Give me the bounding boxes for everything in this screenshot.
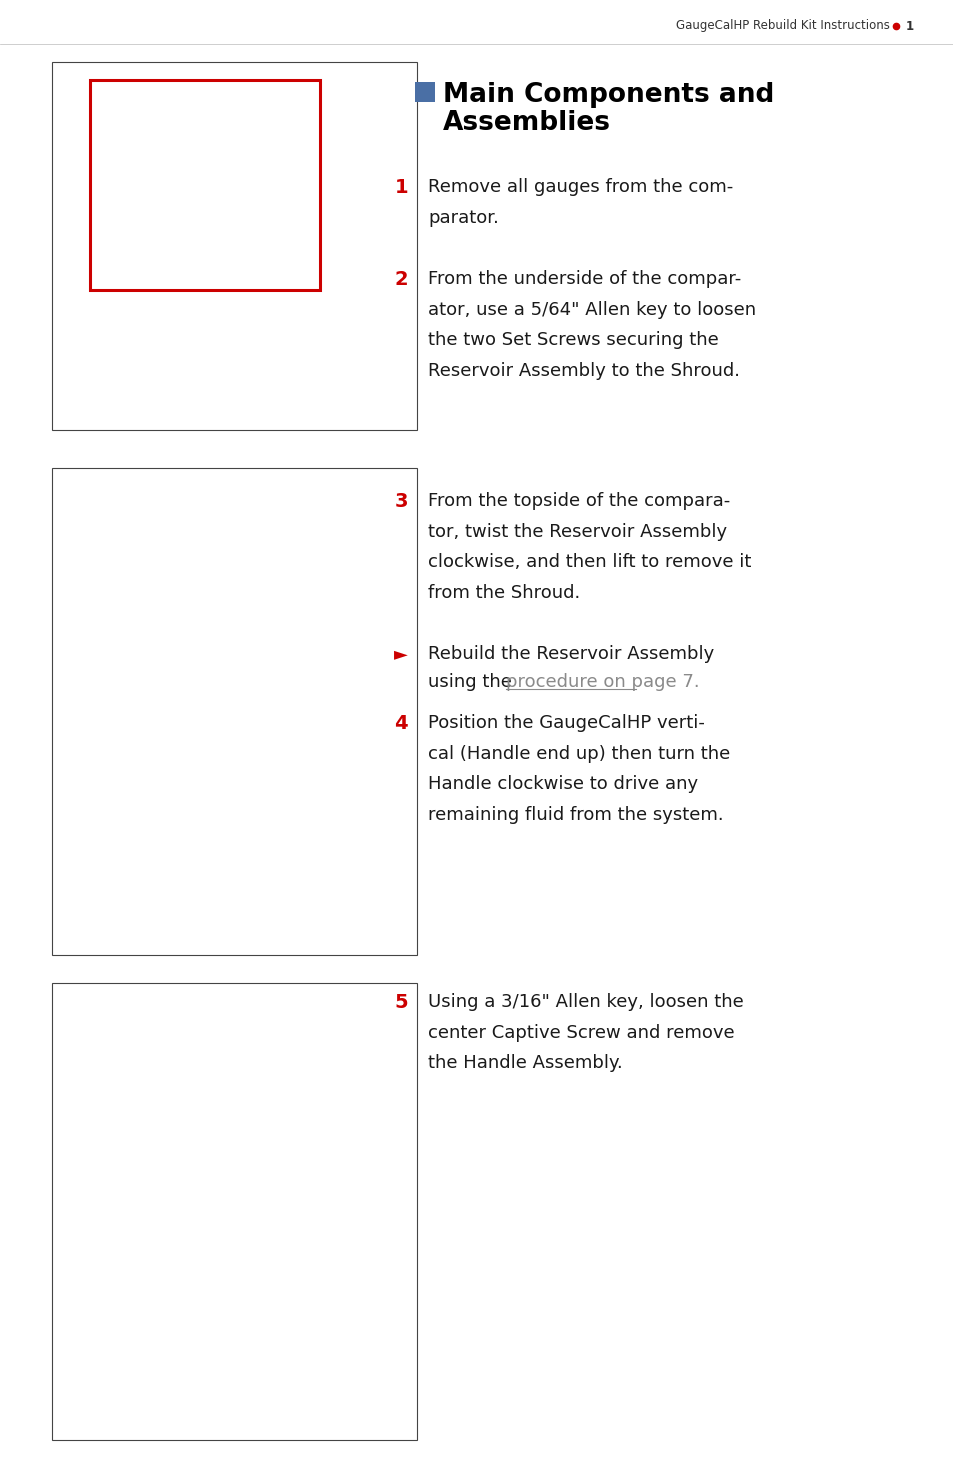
Text: 3: 3 xyxy=(395,493,408,510)
Text: 2: 2 xyxy=(394,270,408,289)
Bar xyxy=(52,62,416,431)
Text: Assemblies: Assemblies xyxy=(442,111,610,136)
Text: From the underside of the compar-
ator, use a 5/64" Allen key to loosen
the two : From the underside of the compar- ator, … xyxy=(428,270,756,379)
Text: Position the GaugeCalHP verti-
cal (Handle end up) then turn the
Handle clockwis: Position the GaugeCalHP verti- cal (Hand… xyxy=(428,714,729,825)
Text: using the: using the xyxy=(428,673,517,690)
Text: GaugeCalHP Rebuild Kit Instructions: GaugeCalHP Rebuild Kit Instructions xyxy=(676,19,889,32)
Text: 1: 1 xyxy=(394,178,408,198)
Text: Rebuild the Reservoir Assembly: Rebuild the Reservoir Assembly xyxy=(428,645,714,662)
Text: ►: ► xyxy=(394,645,408,662)
Text: Main Components and: Main Components and xyxy=(442,83,774,108)
Text: 5: 5 xyxy=(394,993,408,1012)
Bar xyxy=(52,982,416,1440)
Text: 1: 1 xyxy=(905,19,913,32)
Text: Using a 3/16" Allen key, loosen the
center Captive Screw and remove
the Handle A: Using a 3/16" Allen key, loosen the cent… xyxy=(428,993,743,1072)
Bar xyxy=(415,83,435,102)
Text: From the topside of the compara-
tor, twist the Reservoir Assembly
clockwise, an: From the topside of the compara- tor, tw… xyxy=(428,493,751,602)
Bar xyxy=(52,468,416,954)
Bar xyxy=(90,80,319,291)
Text: 4: 4 xyxy=(394,714,408,733)
Text: procedure on page 7.: procedure on page 7. xyxy=(505,673,699,690)
Text: Remove all gauges from the com-
parator.: Remove all gauges from the com- parator. xyxy=(428,178,733,227)
